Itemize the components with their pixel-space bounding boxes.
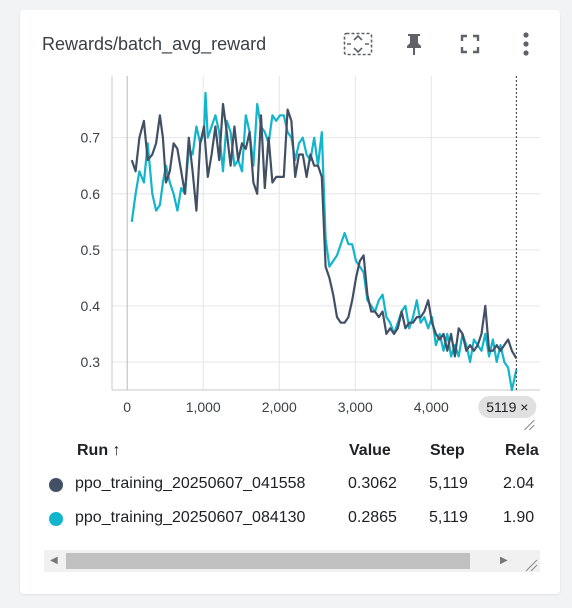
more-options-button[interactable] — [510, 28, 542, 60]
run-color-swatch — [49, 478, 63, 492]
pin-button[interactable] — [398, 28, 430, 60]
y-tick-label: 0.3 — [81, 354, 101, 370]
y-tick-label: 0.6 — [81, 186, 101, 202]
hover-step-label: 5119 × — [486, 399, 528, 415]
resize-grip-icon[interactable] — [524, 558, 538, 572]
run-relative: 2.04 — [503, 475, 535, 492]
scroll-right-arrow-icon[interactable]: ▶ — [500, 555, 508, 566]
col-header-value[interactable]: Value — [349, 442, 391, 459]
col-header-step[interactable]: Step — [430, 442, 465, 459]
chart-resize-grip-icon[interactable] — [524, 419, 535, 431]
col-header-run[interactable]: Run ↑ — [77, 442, 121, 459]
run-color-swatch — [49, 512, 63, 526]
run-value: 0.3062 — [348, 475, 397, 492]
run-value: 0.2865 — [348, 509, 397, 526]
scroll-left-arrow-icon[interactable]: ◀ — [50, 555, 58, 566]
y-tick-label: 0.7 — [81, 130, 101, 146]
fit-to-data-icon — [343, 32, 373, 56]
pin-icon — [407, 34, 421, 55]
x-tick-label: 4,000 — [414, 399, 449, 415]
x-tick-label: 2,000 — [262, 399, 297, 415]
col-header-relative[interactable]: Rela — [505, 442, 539, 459]
chart-series — [130, 91, 518, 392]
more-vert-icon — [523, 32, 529, 56]
scrollbar-thumb[interactable] — [66, 553, 470, 569]
run-step: 5,119 — [429, 509, 468, 526]
fullscreen-icon — [460, 34, 480, 54]
series-line[interactable] — [130, 91, 518, 392]
card-title: Rewards/batch_avg_reward — [42, 34, 267, 54]
y-tick-label: 0.4 — [81, 298, 101, 314]
run-name: ppo_training_20250607_084130 — [75, 509, 306, 526]
x-tick-label: 1,000 — [186, 399, 221, 415]
chart-grid — [112, 76, 540, 390]
fit-to-data-button[interactable] — [342, 28, 374, 60]
hover-step-badge[interactable] — [478, 396, 537, 418]
table-row[interactable]: ppo_training_20250607_041558 0.3062 5,11… — [20, 470, 560, 498]
scalar-card: Rewards/batch_avg_reward 0.3 0.4 0.5 0.6 0.7… — [20, 10, 560, 594]
hover-indicator: 5119 × — [478, 76, 537, 431]
series-line[interactable] — [130, 102, 518, 360]
table-row[interactable]: ppo_training_20250607_084130 0.2865 5,11… — [20, 504, 560, 532]
run-relative: 1.90 — [503, 509, 535, 526]
run-name: ppo_training_20250607_041558 — [75, 475, 306, 492]
horizontal-scrollbar[interactable]: ◀ ▶ — [44, 550, 540, 572]
line-chart[interactable]: 0.3 0.4 0.5 0.6 0.7 0 1,000 2,000 3,000 4,000 511… — [20, 10, 560, 440]
fullscreen-button[interactable] — [454, 28, 486, 60]
x-tick-label: 3,000 — [338, 399, 373, 415]
chart-axes: 0.3 0.4 0.5 0.6 0.7 0 1,000 2,000 3,000 4,000 — [81, 76, 540, 415]
x-tick-label: 0 — [123, 399, 131, 415]
y-tick-label: 0.5 — [81, 242, 101, 258]
run-step: 5,119 — [429, 475, 468, 492]
